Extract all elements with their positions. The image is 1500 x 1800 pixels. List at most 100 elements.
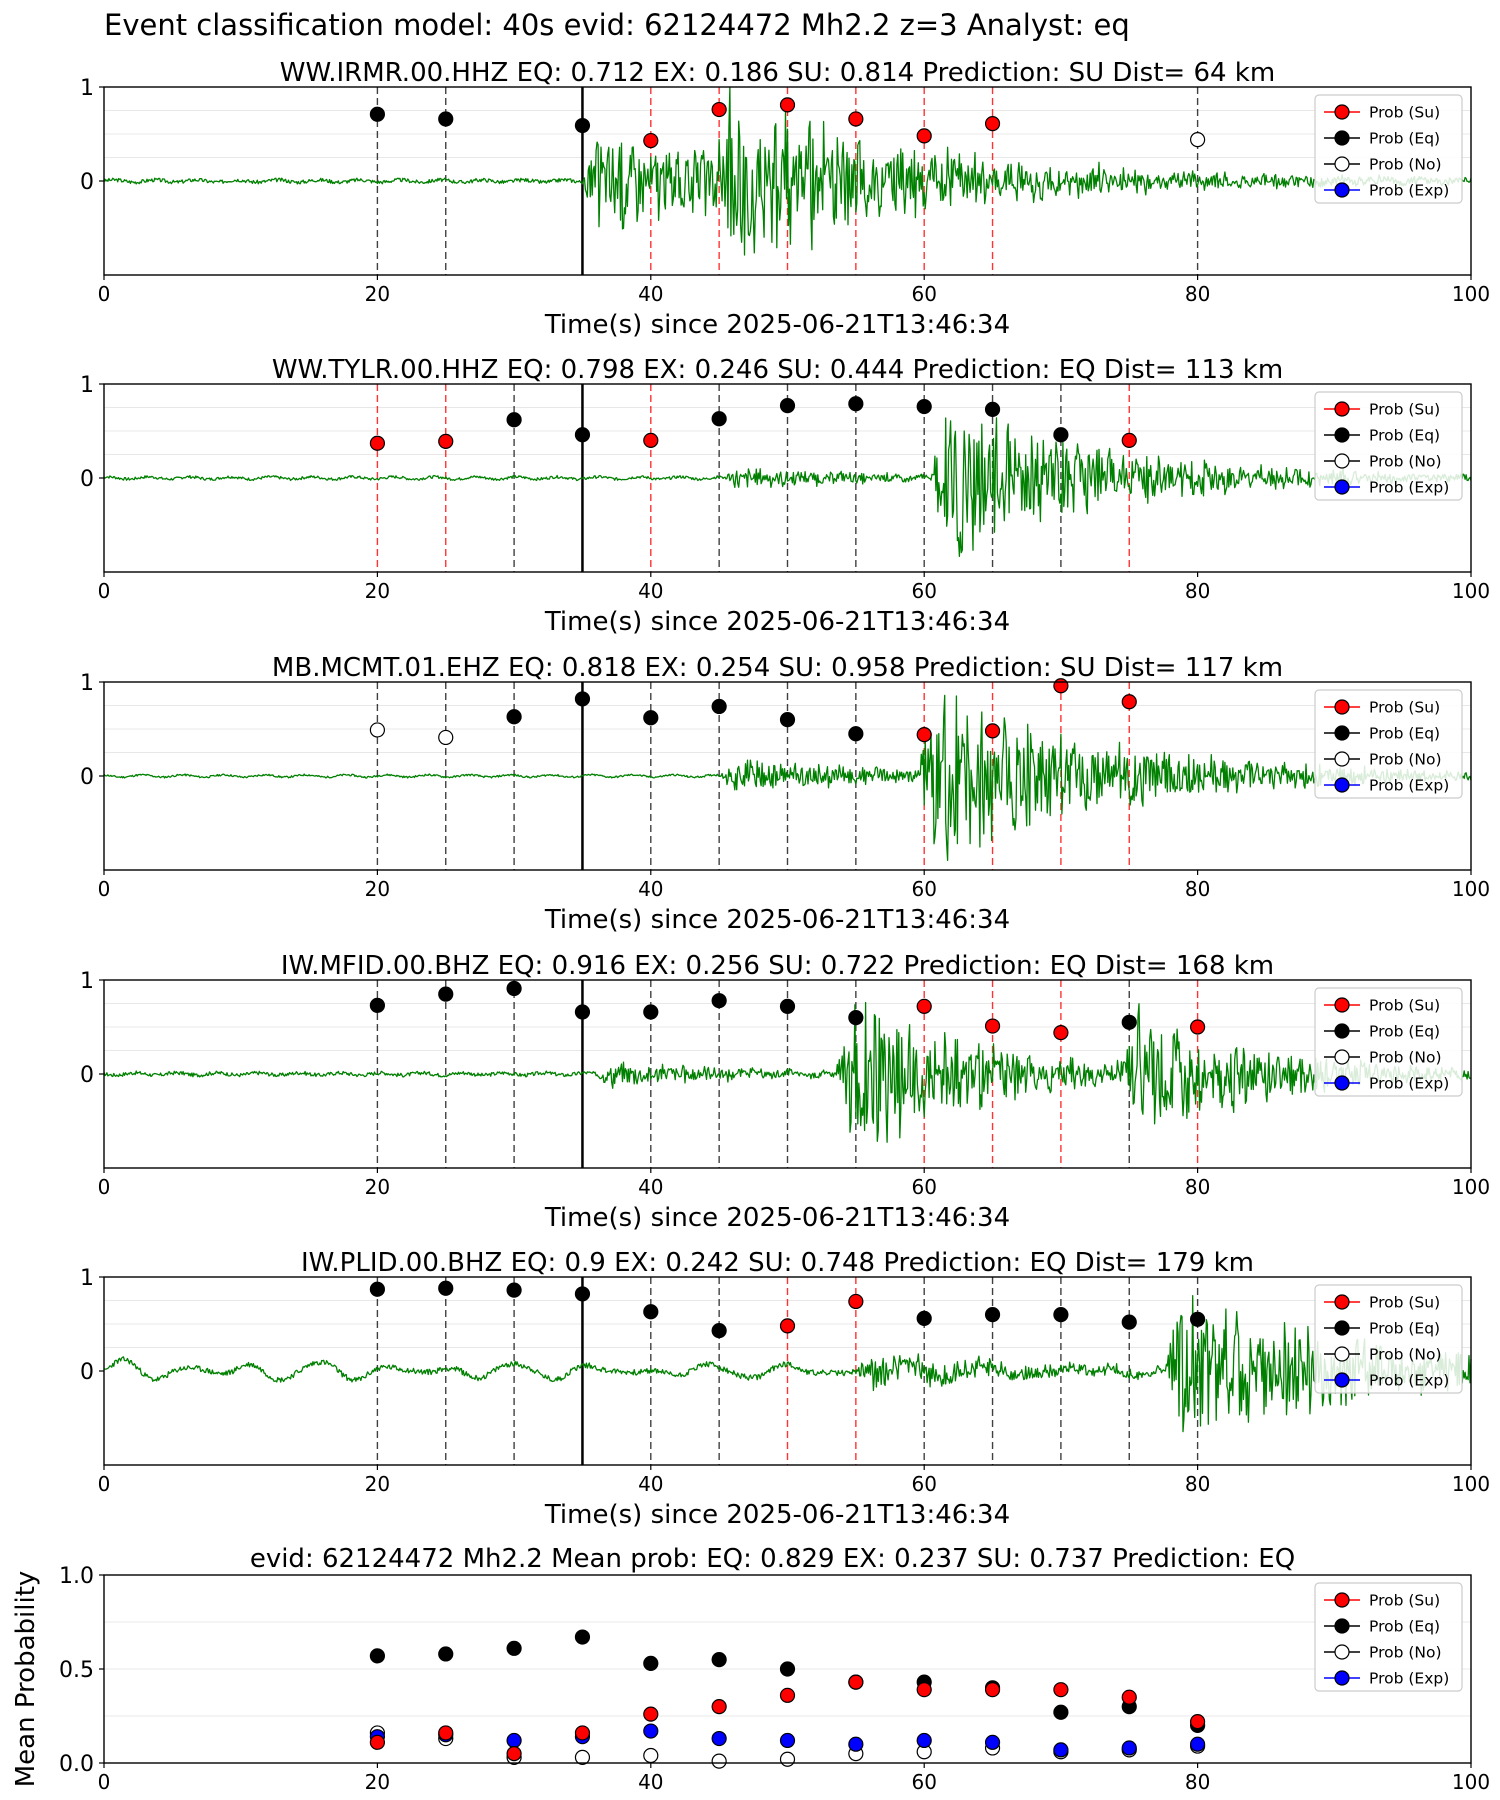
panel-title: MB.MCMT.01.EHZ EQ: 0.818 EX: 0.254 SU: 0… [272,653,1283,683]
x-tick-label: 80 [1185,282,1210,306]
prob-marker-eq [369,1281,385,1297]
x-tick-label: 100 [1452,1175,1490,1199]
prob-marker-su [1053,1025,1069,1041]
x-tick-label: 20 [365,1770,390,1794]
legend-marker-exp [1334,1075,1350,1091]
mean-prob-marker-exp [848,1736,864,1752]
legend-marker-su [1334,997,1350,1013]
mean-prob-marker-eq [711,1651,727,1668]
x-tick-label: 100 [1452,1472,1490,1496]
x-tick-label: 40 [638,1770,663,1794]
mean-prob-marker-exp [984,1734,1001,1750]
prob-marker-eq [574,691,591,707]
mean-prob-marker-exp [506,1732,522,1749]
mean-prob-marker-exp [1121,1740,1137,1756]
legend-marker-eq [1334,1023,1350,1039]
prob-marker-eq [779,711,796,728]
summary-panel: evid: 62124472 Mh2.2 Mean prob: EQ: 0.82… [11,1544,1490,1794]
y-tick-label: 1 [80,1266,94,1291]
prob-marker-eq [848,1009,864,1026]
legend-label-no: Prob (No) [1369,1346,1442,1364]
y-tick-label: 1 [80,76,94,101]
legend-frame [1314,1582,1463,1692]
legend-label-exp: Prob (Exp) [1369,1075,1449,1093]
y-tick-label: 1 [80,671,94,696]
x-tick-label: 20 [365,282,390,306]
prob-marker-eq [916,398,932,415]
x-tick-label: 40 [638,1175,663,1199]
legend-label-eq: Prob (Eq) [1369,427,1440,445]
x-tick-label: 20 [365,1472,390,1496]
prob-marker-su [848,1293,864,1310]
prob-marker-su [438,433,454,449]
prob-marker-eq [574,117,591,134]
prob-marker-eq [506,412,522,428]
mean-prob-marker-eq [779,1661,796,1677]
legend: Prob (Su) Prob (Eq) Prob (No) Prob (Exp) [1314,94,1463,204]
mean-prob-marker-eq [643,1655,659,1671]
panel-title: IW.MFID.00.BHZ EQ: 0.916 EX: 0.256 SU: 0… [281,951,1274,981]
mean-prob-marker-su [438,1725,454,1741]
prob-marker-su [916,998,932,1014]
prob-marker-su [779,1318,796,1334]
legend-label-no: Prob (No) [1369,751,1442,769]
legend-label-eq: Prob (Eq) [1369,1023,1440,1041]
legend-marker-eq [1334,1618,1350,1634]
legend: Prob (Su) Prob (Eq) Prob (No) Prob (Exp) [1314,689,1463,799]
x-tick-label: 80 [1185,1472,1210,1496]
x-axis-label: Time(s) since 2025-06-21T13:46:34 [544,1203,1010,1233]
legend-label-su: Prob (Su) [1369,1294,1440,1312]
x-tick-label: 80 [1185,1175,1210,1199]
legend-label-su: Prob (Su) [1369,699,1440,717]
mean-prob-marker-eq [369,1648,385,1664]
waveform-trace [103,1294,1472,1433]
prob-marker-eq [369,106,385,122]
legend-label-eq: Prob (Eq) [1369,1320,1440,1338]
prob-marker-eq [438,1280,454,1296]
y-tick-label: 0 [80,467,94,492]
x-tick-label: 0 [98,1472,111,1496]
prob-marker-su [643,432,659,448]
y-tick-label: 0 [80,170,94,195]
mean-prob-marker-su [711,1698,727,1715]
waveform-trace [103,694,1472,862]
legend-label-eq: Prob (Eq) [1369,130,1440,148]
x-tick-label: 80 [1185,877,1210,901]
prob-marker-su [916,727,932,743]
prob-marker-eq [574,427,591,443]
y-tick-label: 0 [80,1063,94,1088]
x-tick-label: 100 [1452,1770,1490,1794]
station-panel-5: IW.PLID.00.BHZ EQ: 0.9 EX: 0.242 SU: 0.7… [80,1248,1490,1530]
mean-prob-marker-no [643,1747,659,1764]
legend-marker-su [1334,104,1350,120]
prob-marker-eq [916,1310,932,1326]
prob-marker-eq [643,710,659,726]
x-tick-label: 0 [98,579,111,603]
legend-label-exp: Prob (Exp) [1369,182,1449,200]
x-axis-label: Time(s) since 2025-06-21T13:46:34 [544,905,1010,935]
prob-marker-eq [984,1306,1001,1323]
prob-marker-eq [779,398,796,414]
prob-marker-su [369,435,385,451]
x-tick-label: 0 [98,1770,111,1794]
x-tick-label: 40 [638,1472,663,1496]
legend-label-no: Prob (No) [1369,453,1442,471]
mean-prob-marker-exp [1189,1736,1206,1752]
mean-prob-marker-no [779,1751,796,1767]
panel-title: WW.TYLR.00.HHZ EQ: 0.798 EX: 0.246 SU: 0… [272,355,1283,385]
prob-marker-su [984,1018,1001,1034]
mean-prob-marker-exp [779,1732,796,1749]
prob-marker-su [1189,1019,1206,1035]
x-axis-label: Time(s) since 2025-06-21T13:46:34 [544,607,1010,637]
x-tick-label: 60 [911,877,936,901]
legend-label-exp: Prob (Exp) [1369,1372,1449,1390]
mean-prob-marker-su [643,1706,659,1722]
station-panel-3: MB.MCMT.01.EHZ EQ: 0.818 EX: 0.254 SU: 0… [80,653,1490,935]
legend-marker-exp [1334,777,1350,793]
prob-marker-su [643,132,659,149]
waveform-trace [103,417,1472,557]
station-panel-1: WW.IRMR.00.HHZ EQ: 0.712 EX: 0.186 SU: 0… [80,58,1490,340]
legend-marker-no [1334,453,1350,469]
prob-marker-eq [1053,1306,1069,1323]
